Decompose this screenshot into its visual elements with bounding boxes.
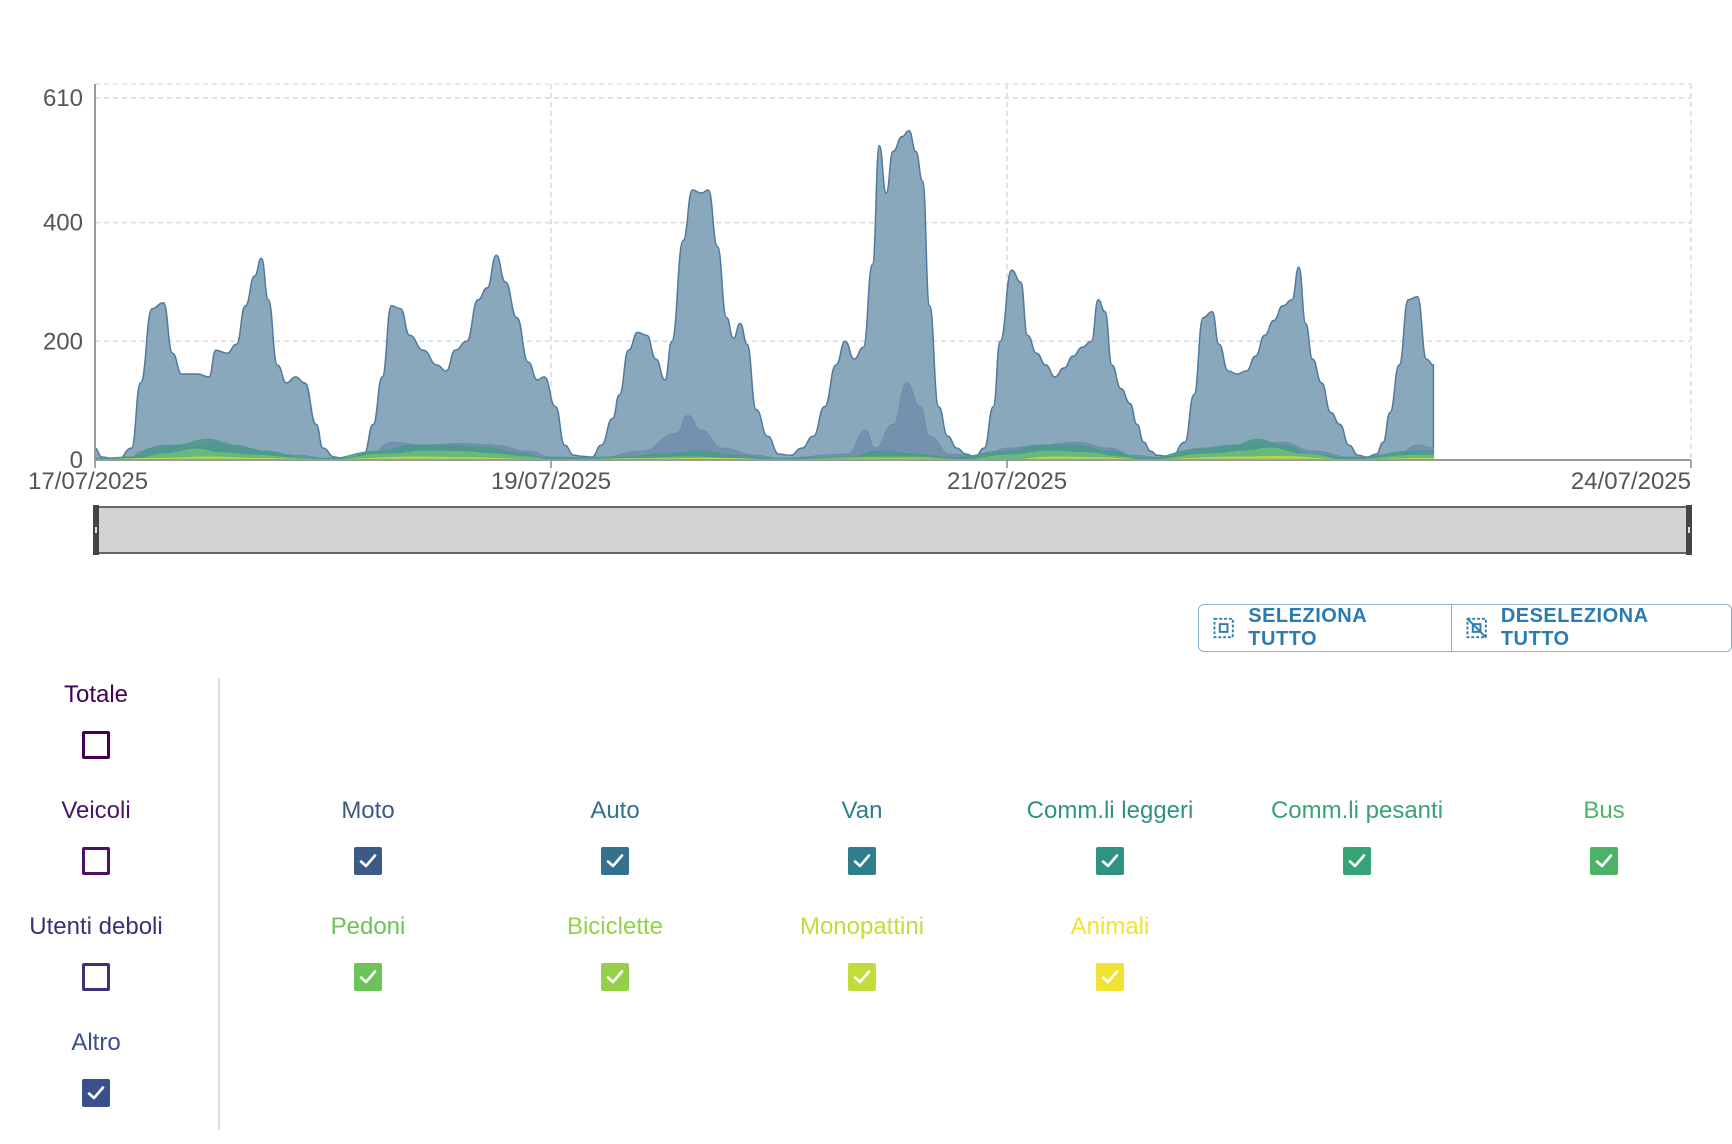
select-all-icon [1213, 617, 1234, 639]
legend-checkbox[interactable] [1590, 847, 1618, 875]
y-tick-label: 0 [70, 447, 83, 474]
range-navigator[interactable] [93, 505, 1692, 555]
x-tick-label: 17/07/2025 [28, 468, 148, 495]
legend-checkbox[interactable] [354, 963, 382, 991]
check-icon [87, 1086, 105, 1100]
legend-label: Van [841, 797, 883, 824]
y-tick-label: 200 [43, 328, 83, 355]
legend-category-4[interactable]: Comm.li pesanti [1247, 797, 1467, 875]
chart-areas [94, 129, 1435, 461]
legend-category-5[interactable]: Bus [1494, 797, 1714, 875]
legend-category-1[interactable]: Auto [505, 797, 725, 875]
deselect-all-icon [1465, 617, 1487, 639]
legend-checkbox[interactable] [848, 847, 876, 875]
check-icon [359, 970, 377, 984]
legend-label: Biciclette [566, 913, 664, 940]
legend-checkbox[interactable] [1096, 847, 1124, 875]
legend-checkbox[interactable] [1096, 963, 1124, 991]
navigator-track[interactable] [94, 506, 1692, 554]
deselect-all-label: DESELEZIONA TUTTO [1500, 605, 1648, 650]
legend-checkbox[interactable] [848, 963, 876, 991]
legend-checkbox[interactable] [82, 847, 110, 875]
legend-category-0[interactable]: Moto [258, 797, 478, 875]
area-series-0 [94, 129, 1435, 461]
check-icon [1348, 854, 1366, 868]
check-icon [359, 854, 377, 868]
chart-axes [94, 84, 1692, 468]
legend-label: Utenti deboli [29, 913, 163, 940]
x-tick-label: 19/07/2025 [491, 468, 611, 495]
legend-label: Comm.li leggeri [1026, 797, 1194, 824]
legend-checkbox[interactable] [82, 1079, 110, 1107]
traffic-area-chart: 0 200 400 610 17/07/2025 19/07/2025 21/07/2025… [28, 83, 1692, 555]
check-icon [606, 970, 624, 984]
select-all-button[interactable]: SELEZIONA TUTTO [1199, 605, 1451, 651]
legend-category-row2-2[interactable]: Monopattini [752, 913, 972, 991]
legend-label: Animali [1070, 913, 1150, 940]
legend-checkbox[interactable] [82, 731, 110, 759]
y-tick-label: 400 [43, 210, 83, 237]
legend-label: Pedoni [330, 913, 406, 940]
chart-grid [95, 83, 1692, 460]
legend-checkbox[interactable] [82, 963, 110, 991]
legend-checkbox[interactable] [354, 847, 382, 875]
x-tick-label: 21/07/2025 [947, 468, 1067, 495]
legend-divider [218, 678, 220, 1130]
select-all-label: SELEZIONA TUTTO [1248, 605, 1367, 650]
legend-category-3[interactable]: Comm.li leggeri [1000, 797, 1220, 875]
legend-label: Auto [590, 797, 640, 824]
check-icon [853, 854, 871, 868]
legend-label: Veicoli [61, 797, 131, 824]
legend-label: Comm.li pesanti [1270, 797, 1444, 824]
check-icon [1101, 854, 1119, 868]
legend-group-1[interactable]: Veicoli [0, 797, 206, 875]
legend-label: Bus [1583, 797, 1625, 824]
legend-checkbox[interactable] [1343, 847, 1371, 875]
deselect-all-button[interactable]: DESELEZIONA TUTTO [1450, 605, 1731, 651]
check-icon [853, 970, 871, 984]
legend-group-3[interactable]: Altro [0, 1029, 206, 1107]
chart-tick-labels: 0 200 400 610 17/07/2025 19/07/2025 21/07/2025… [28, 85, 1691, 495]
legend-category-2[interactable]: Van [752, 797, 972, 875]
legend-checkbox[interactable] [601, 963, 629, 991]
legend-group-2[interactable]: Utenti deboli [0, 913, 206, 991]
selection-buttons: SELEZIONA TUTTO DESELEZIONA TUTTO [1198, 604, 1732, 652]
check-icon [1101, 970, 1119, 984]
legend-group-0[interactable]: Totale [0, 681, 206, 759]
legend-label: Monopattini [799, 913, 925, 940]
legend-label: Moto [341, 797, 395, 824]
legend-checkbox[interactable] [601, 847, 629, 875]
legend-category-row2-3[interactable]: Animali [1000, 913, 1220, 991]
x-tick-label: 24/07/2025 [1571, 468, 1691, 495]
legend-category-row2-0[interactable]: Pedoni [258, 913, 478, 991]
legend-label: Altro [71, 1029, 121, 1056]
check-icon [606, 854, 624, 868]
check-icon [1595, 854, 1613, 868]
y-tick-label: 610 [43, 85, 83, 112]
legend-label: Totale [63, 681, 129, 708]
legend-category-row2-1[interactable]: Biciclette [505, 913, 725, 991]
